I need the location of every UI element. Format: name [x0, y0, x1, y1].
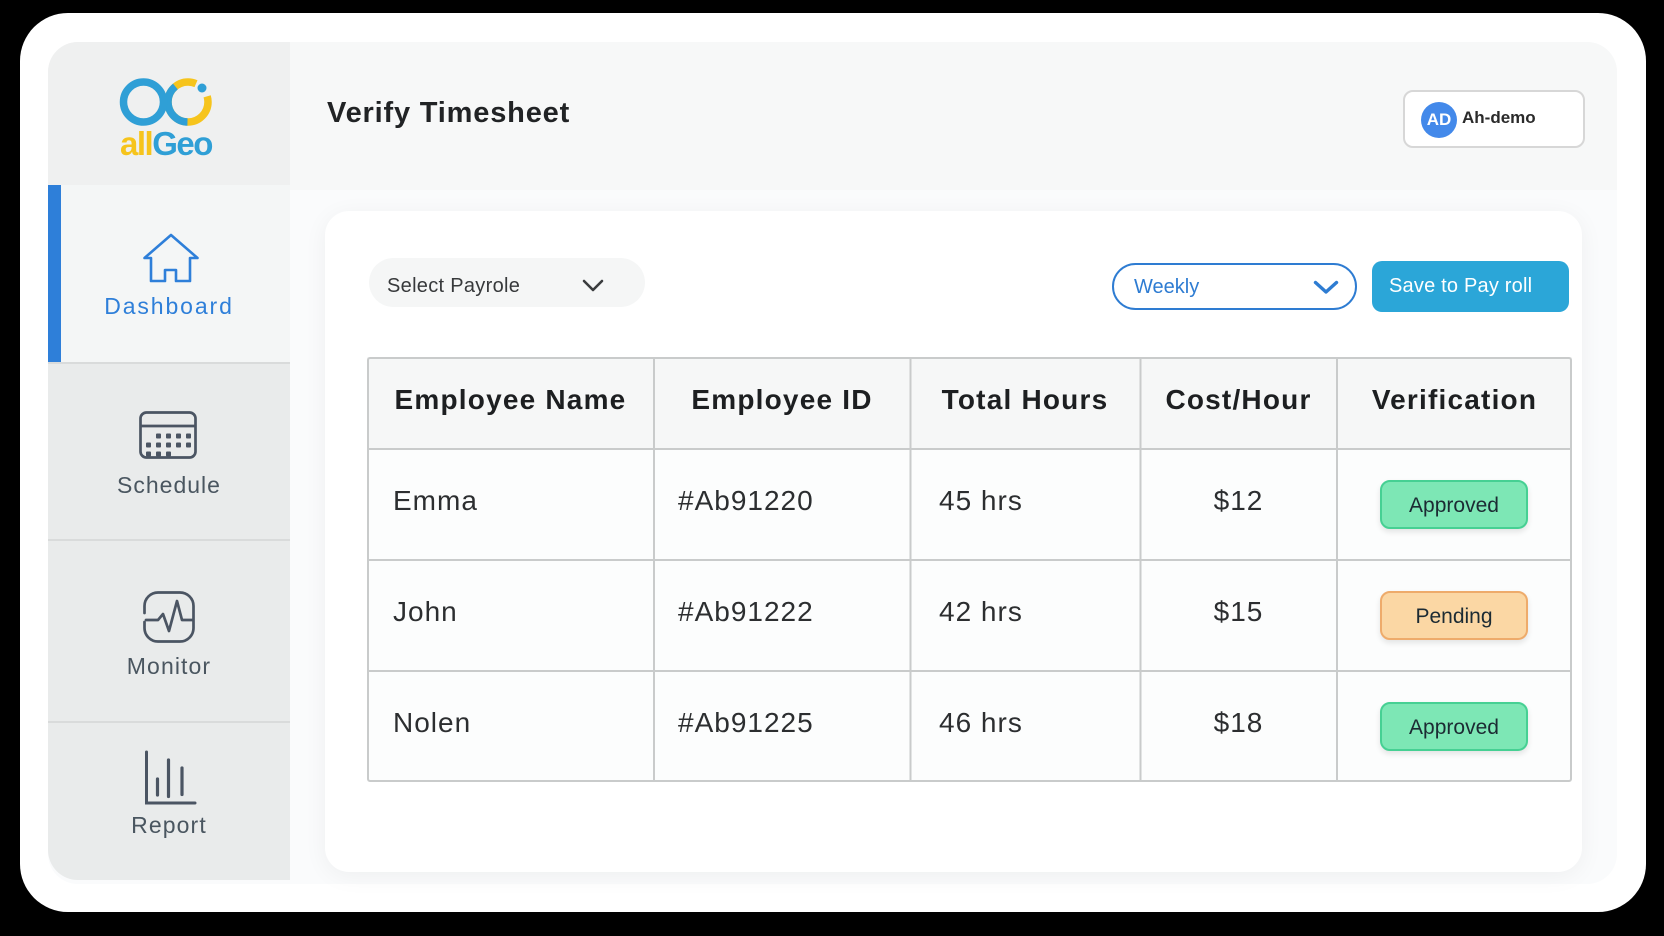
svg-text:allGeo: allGeo — [120, 125, 212, 162]
